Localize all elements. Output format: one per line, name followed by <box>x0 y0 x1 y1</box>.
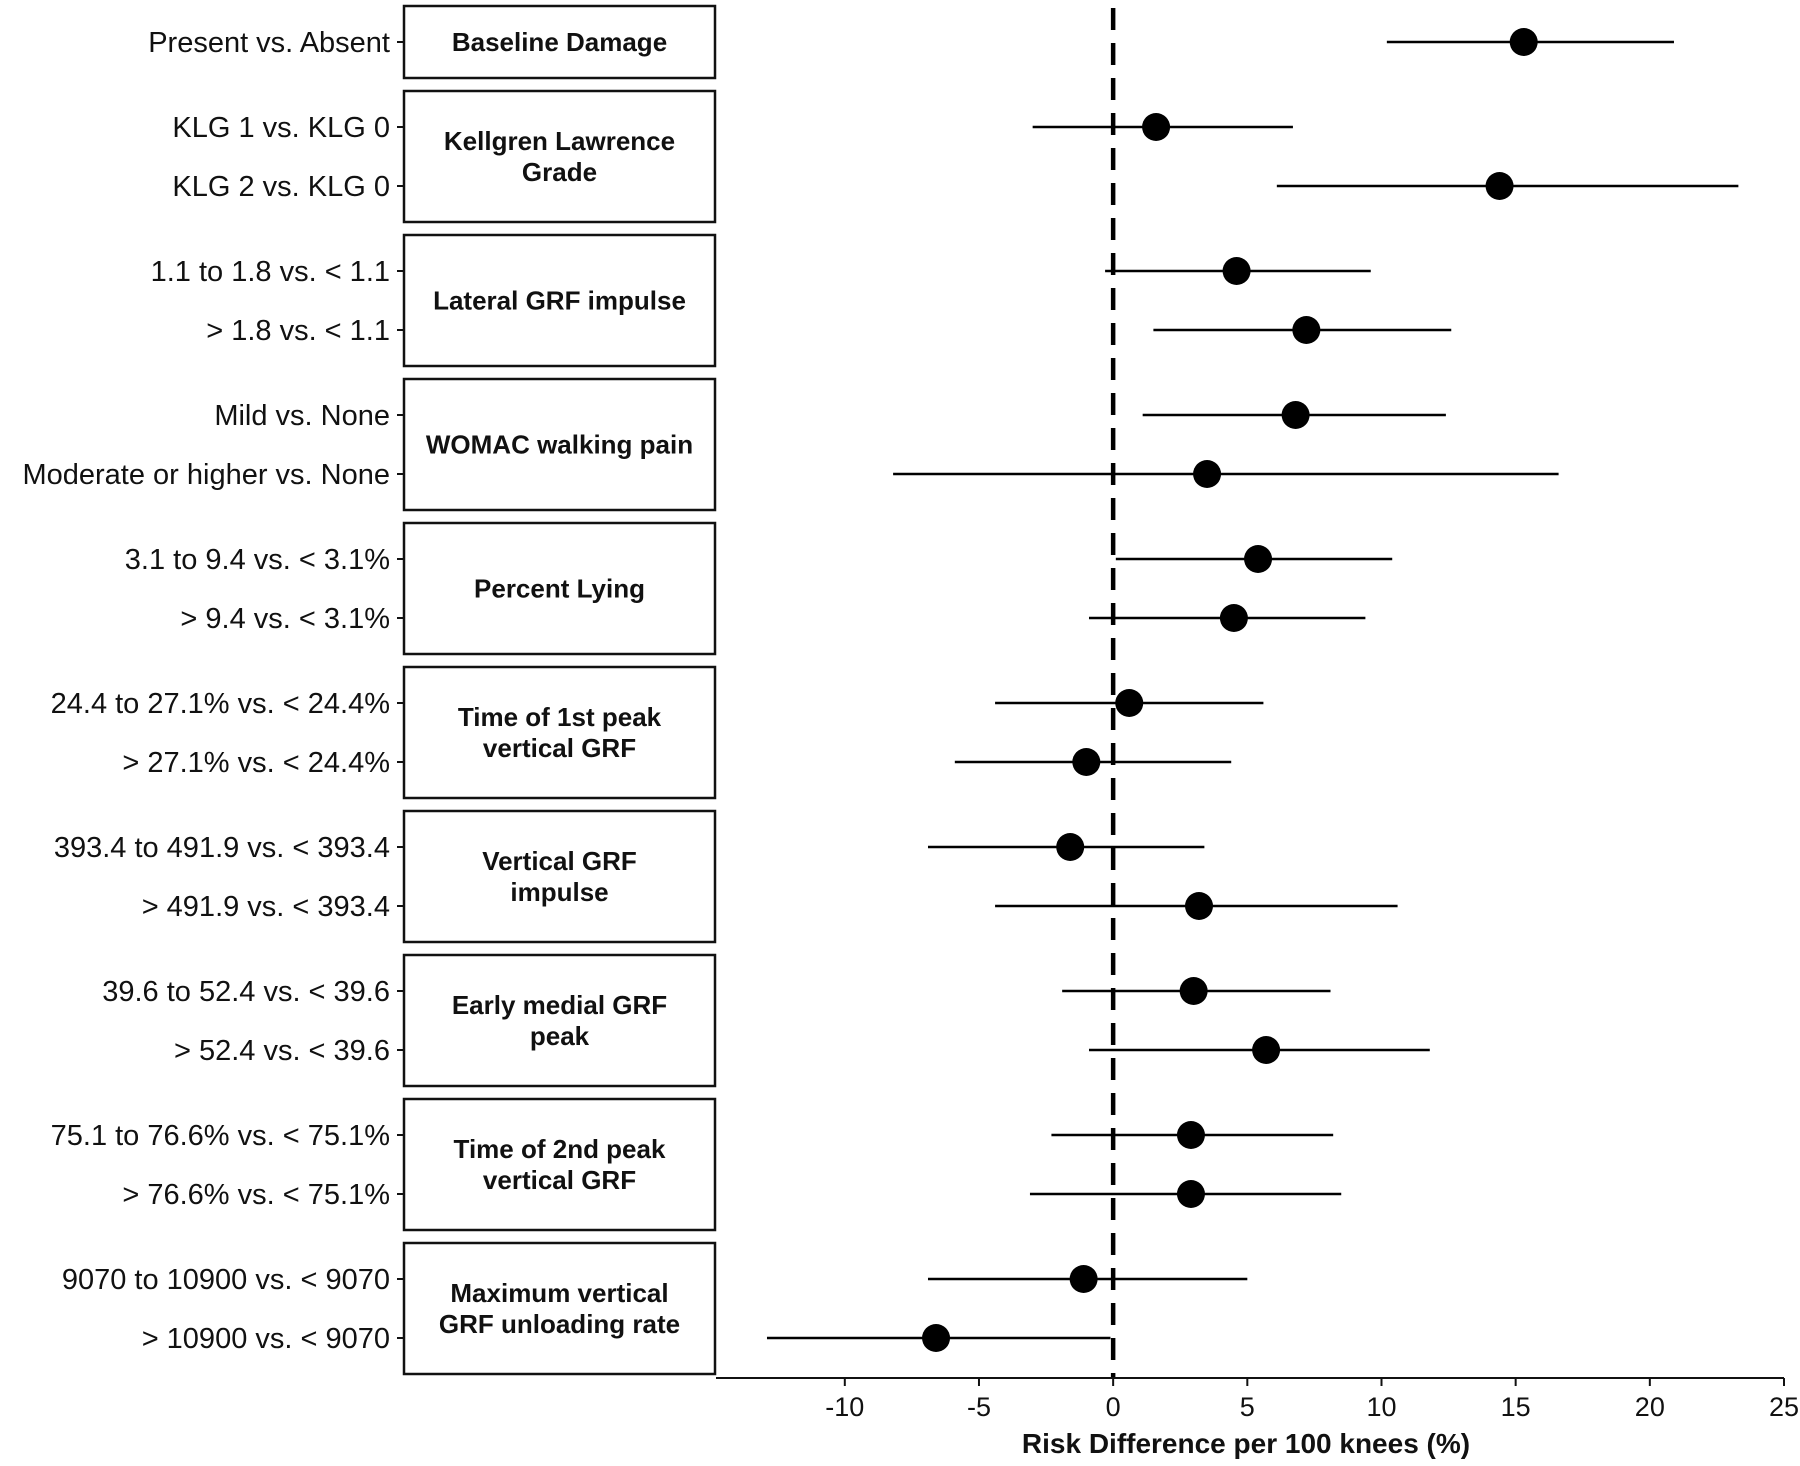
group-label: Time of 1st peak <box>458 702 662 732</box>
group-label: Grade <box>522 157 597 187</box>
estimate-point <box>1222 257 1251 285</box>
estimate-point <box>1292 316 1321 344</box>
estimate-point <box>1219 604 1248 632</box>
estimate-point <box>1072 748 1101 776</box>
estimate-point <box>1509 28 1538 56</box>
group-box <box>402 953 717 1088</box>
x-tick-label: 5 <box>1240 1392 1255 1422</box>
row-label: > 491.9 vs. < 393.4 <box>142 891 390 923</box>
group-box <box>402 89 717 224</box>
estimate-point <box>1069 1265 1098 1293</box>
row-label: KLG 1 vs. KLG 0 <box>172 112 390 144</box>
row-label: 75.1 to 76.6% vs. < 75.1% <box>51 1120 390 1152</box>
estimate-point <box>1252 1036 1281 1064</box>
group-label: vertical GRF <box>483 733 636 763</box>
row-label: Present vs. Absent <box>148 27 390 59</box>
group-box <box>402 521 717 656</box>
group-label: vertical GRF <box>483 1165 636 1195</box>
estimate-point <box>1115 689 1144 717</box>
estimate-point <box>1142 113 1171 141</box>
group-label: Maximum vertical <box>450 1278 668 1308</box>
group-label: impulse <box>510 877 608 907</box>
row-label: 24.4 to 27.1% vs. < 24.4% <box>51 688 390 720</box>
row-label: KLG 2 vs. KLG 0 <box>172 171 390 203</box>
group-label: Early medial GRF <box>452 990 667 1020</box>
x-tick-label: -5 <box>967 1392 991 1422</box>
x-tick-label: -10 <box>825 1392 864 1422</box>
estimate-point <box>1185 892 1214 920</box>
group-label: peak <box>530 1021 590 1051</box>
group-label: Kellgren Lawrence <box>444 126 675 156</box>
row-labels: Present vs. Absent KLG 1 vs. KLG 0 KLG 2 v… <box>22 27 404 1355</box>
x-tick-label: 15 <box>1501 1392 1531 1422</box>
row-label: Moderate or higher vs. None <box>22 459 390 491</box>
group-label: Baseline Damage <box>452 27 667 57</box>
group-box <box>402 4 717 80</box>
x-axis-title: Risk Difference per 100 knees (%) <box>1022 1428 1470 1459</box>
row-label: 393.4 to 491.9 vs. < 393.4 <box>54 832 390 864</box>
estimate-point <box>1179 977 1208 1005</box>
estimate-point <box>1056 833 1085 861</box>
group-label: WOMAC walking pain <box>426 430 693 460</box>
x-tick-label: 10 <box>1366 1392 1396 1422</box>
group-box <box>402 233 717 368</box>
group-box <box>402 1097 717 1232</box>
row-label: > 27.1% vs. < 24.4% <box>122 747 390 779</box>
group-box <box>402 1241 717 1376</box>
row-label: Mild vs. None <box>214 400 390 432</box>
group-label: Lateral GRF impulse <box>433 286 686 316</box>
group-label: Vertical GRF <box>482 846 637 876</box>
group-box <box>402 665 717 800</box>
estimate-point <box>1281 401 1310 429</box>
x-axis: -10 -5 0 5 10 15 20 25 <box>716 1377 1799 1422</box>
row-label: 3.1 to 9.4 vs. < 3.1% <box>125 544 390 576</box>
estimate-marks <box>766 28 1739 1352</box>
group-box <box>402 377 717 512</box>
x-tick-label: 20 <box>1635 1392 1665 1422</box>
estimate-point <box>922 1324 951 1352</box>
row-label: 9070 to 10900 vs. < 9070 <box>62 1264 390 1296</box>
row-label: > 10900 vs. < 9070 <box>142 1323 390 1355</box>
estimate-point <box>1176 1121 1205 1149</box>
estimate-point <box>1485 172 1514 200</box>
estimate-point <box>1193 460 1222 488</box>
group-box <box>402 809 717 944</box>
row-label: > 52.4 vs. < 39.6 <box>174 1035 390 1067</box>
group-label: Time of 2nd peak <box>454 1134 666 1164</box>
x-tick-label: 25 <box>1769 1392 1799 1422</box>
group-label: Percent Lying <box>474 574 645 604</box>
estimate-point <box>1176 1180 1205 1208</box>
row-label: > 1.8 vs. < 1.1 <box>206 315 390 347</box>
estimate-point <box>1244 545 1273 573</box>
row-label: 39.6 to 52.4 vs. < 39.6 <box>102 976 390 1008</box>
row-label: > 76.6% vs. < 75.1% <box>122 1179 390 1211</box>
group-label: GRF unloading rate <box>439 1309 680 1339</box>
x-tick-label: 0 <box>1106 1392 1121 1422</box>
row-label: > 9.4 vs. < 3.1% <box>180 603 390 635</box>
row-label: 1.1 to 1.8 vs. < 1.1 <box>151 256 390 288</box>
